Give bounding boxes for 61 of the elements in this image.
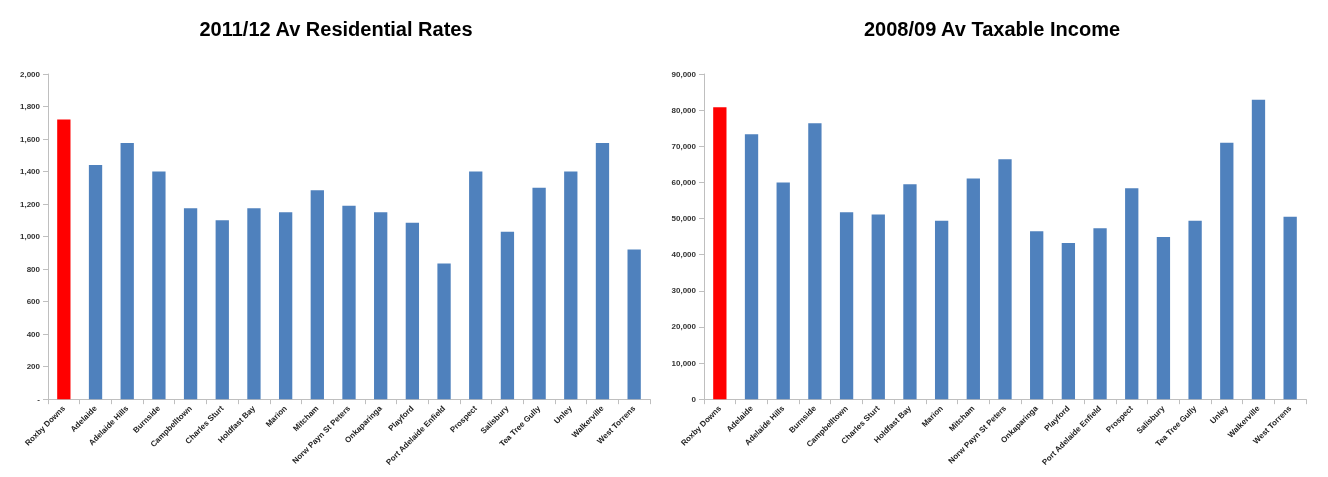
bar [1188, 220, 1202, 400]
bar [183, 208, 198, 400]
bar [152, 171, 166, 400]
bar [310, 190, 324, 400]
y-tick-label: 30,000 [671, 286, 697, 296]
bar [57, 119, 71, 400]
y-tick-label: 50,000 [671, 214, 697, 224]
bar [998, 159, 1012, 400]
chart-title: 2008/09 Av Taxable Income [863, 18, 1121, 40]
y-tick-label: 10,000 [671, 358, 697, 368]
bar [564, 171, 578, 400]
bar [437, 263, 451, 400]
bar [903, 184, 917, 400]
bar [247, 208, 261, 400]
bar [1061, 243, 1076, 400]
y-tick-label: 0 [691, 394, 697, 404]
bar [469, 171, 483, 400]
y-tick-label: 60,000 [671, 177, 697, 187]
bar [1156, 236, 1171, 400]
y-tick-label: 80,000 [671, 105, 697, 115]
bar [1125, 188, 1139, 400]
bar [1030, 231, 1044, 400]
y-tick-label: 600 [26, 297, 41, 307]
bar [500, 231, 515, 400]
bar [1220, 142, 1234, 400]
bar [808, 123, 822, 400]
bar [776, 182, 790, 400]
bar [595, 143, 610, 400]
y-tick-label: 1,400 [19, 167, 41, 177]
bar [120, 143, 134, 400]
y-tick-label: 70,000 [671, 141, 697, 151]
bar [374, 212, 388, 400]
bar [713, 107, 727, 400]
bar [278, 212, 293, 400]
chart-title: 2011/12 Av Residential Rates [199, 18, 473, 40]
bar [1283, 216, 1297, 400]
y-tick-label: 2,000 [19, 69, 41, 79]
bar [1251, 99, 1266, 400]
y-tick-label: 40,000 [671, 250, 697, 260]
bar [1093, 228, 1107, 400]
y-tick-label: 90,000 [671, 69, 697, 79]
y-tick-label: 1,000 [19, 232, 41, 242]
bar [966, 178, 980, 400]
bar [627, 249, 641, 400]
bar [744, 134, 759, 400]
y-tick-label: 400 [26, 329, 41, 339]
bar [405, 222, 420, 400]
y-tick-label: - [37, 394, 41, 404]
y-tick-label: 1,600 [19, 134, 41, 144]
bar [934, 220, 949, 400]
bar [532, 187, 546, 400]
bar [215, 220, 229, 400]
bar [342, 205, 356, 400]
bar [871, 214, 885, 400]
y-tick-label: 1,200 [19, 199, 41, 209]
bar [88, 165, 103, 400]
y-tick-label: 1,800 [19, 102, 41, 112]
y-tick-label: 200 [26, 362, 41, 372]
y-tick-label: 20,000 [671, 322, 697, 332]
bar [839, 212, 854, 400]
y-tick-label: 800 [26, 264, 41, 274]
